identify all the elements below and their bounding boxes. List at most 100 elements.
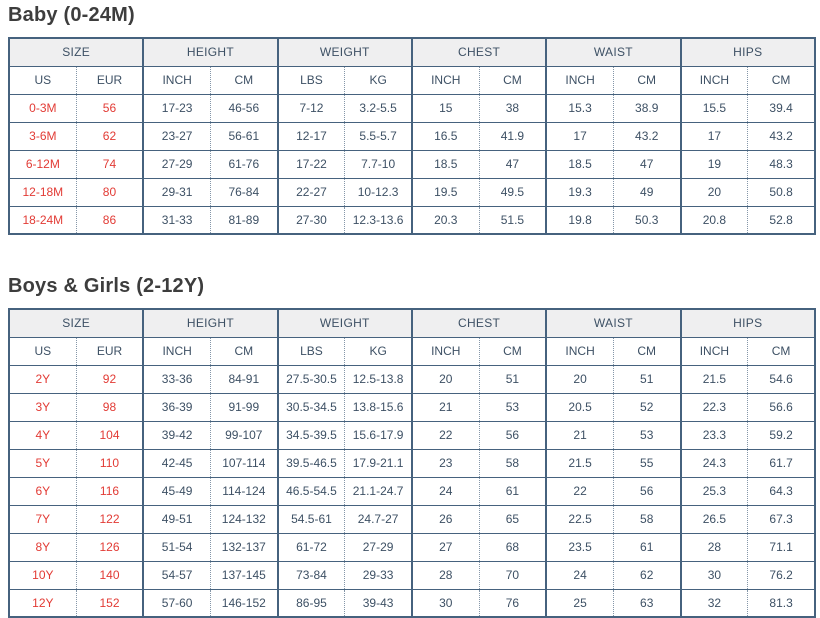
us-cell: 8Y bbox=[9, 532, 77, 561]
kg-cell: 12.5-13.8 bbox=[344, 364, 412, 393]
cm-cell: 52 bbox=[612, 392, 681, 421]
column-group-size: SIZE bbox=[9, 38, 144, 66]
cm-cell: 67.3 bbox=[747, 504, 815, 533]
lbs-cell: 30.5-34.5 bbox=[276, 392, 345, 421]
column-group-waist: WAIST bbox=[545, 38, 681, 66]
column-group-weight: WEIGHT bbox=[276, 309, 412, 337]
cm-cell: 62 bbox=[612, 560, 681, 589]
kg-cell: 17.9-21.1 bbox=[344, 448, 412, 477]
inch-cell: 16.5 bbox=[410, 121, 480, 150]
cm-cell: 107-114 bbox=[209, 448, 278, 477]
inch-cell: 20.5 bbox=[545, 392, 614, 421]
size-row: 3-6M 62 23-27 56-61 12-17 5.5-5.7 16.5 41.9 17 43… bbox=[9, 121, 815, 150]
eur-cell: 116 bbox=[75, 476, 144, 505]
inch-cell: 24.3 bbox=[679, 448, 748, 477]
cm-cell: 68 bbox=[478, 532, 547, 561]
inch-cell: 54-57 bbox=[142, 560, 211, 589]
kg-cell: 5.5-5.7 bbox=[344, 121, 412, 150]
cm-cell: 63 bbox=[612, 588, 681, 617]
unit-header-cm: CM bbox=[478, 65, 547, 94]
lbs-cell: 34.5-39.5 bbox=[276, 420, 345, 449]
inch-cell: 33-36 bbox=[142, 364, 211, 393]
unit-header-inch: INCH bbox=[410, 65, 480, 94]
inch-cell: 31-33 bbox=[142, 205, 211, 234]
eur-cell: 62 bbox=[75, 121, 144, 150]
kg-cell: 7.7-10 bbox=[344, 149, 412, 178]
inch-cell: 24 bbox=[545, 560, 614, 589]
eur-cell: 92 bbox=[75, 364, 144, 393]
kg-cell: 27-29 bbox=[344, 532, 412, 561]
cm-cell: 54.6 bbox=[747, 364, 815, 393]
cm-cell: 50.3 bbox=[612, 205, 681, 234]
inch-cell: 25 bbox=[545, 588, 614, 617]
unit-header-eur: EUR bbox=[75, 65, 144, 94]
us-cell: 6-12M bbox=[9, 149, 77, 178]
cm-cell: 53 bbox=[612, 420, 681, 449]
inch-cell: 21.5 bbox=[545, 448, 614, 477]
unit-header-us: US bbox=[9, 65, 77, 94]
unit-header-inch: INCH bbox=[679, 336, 748, 365]
cm-cell: 48.3 bbox=[747, 149, 815, 178]
inch-cell: 19.3 bbox=[545, 177, 614, 206]
us-cell: 3-6M bbox=[9, 121, 77, 150]
eur-cell: 80 bbox=[75, 177, 144, 206]
inch-cell: 15 bbox=[410, 93, 480, 122]
unit-header-cm: CM bbox=[747, 65, 815, 94]
unit-header-row: US EUR INCH CM LBS KG INCH CM INCH CM INCH CM bbox=[9, 65, 815, 94]
inch-cell: 22.3 bbox=[679, 392, 748, 421]
us-cell: 5Y bbox=[9, 448, 77, 477]
inch-cell: 20.3 bbox=[410, 205, 480, 234]
cm-cell: 55 bbox=[612, 448, 681, 477]
size-row: 8Y 126 51-54 132-137 61-72 27-29 27 68 23.5 61 28 7… bbox=[9, 532, 815, 561]
size-row: 12-18M 80 29-31 76-84 22-27 10-12.3 19.5 49.5 19… bbox=[9, 177, 815, 206]
inch-cell: 45-49 bbox=[142, 476, 211, 505]
eur-cell: 98 bbox=[75, 392, 144, 421]
cm-cell: 38 bbox=[478, 93, 547, 122]
inch-cell: 17 bbox=[679, 121, 748, 150]
cm-cell: 47 bbox=[478, 149, 547, 178]
boys-girls-size-chart-section: Boys & Girls (2-12Y) SIZE HEIGHT WEIGHT CHE… bbox=[8, 273, 816, 618]
inch-cell: 57-60 bbox=[142, 588, 211, 617]
us-cell: 0-3M bbox=[9, 93, 77, 122]
column-group-weight: WEIGHT bbox=[276, 38, 412, 66]
cm-cell: 59.2 bbox=[747, 420, 815, 449]
unit-header-cm: CM bbox=[478, 336, 547, 365]
inch-cell: 28 bbox=[679, 532, 748, 561]
inch-cell: 20 bbox=[679, 177, 748, 206]
eur-cell: 110 bbox=[75, 448, 144, 477]
inch-cell: 21 bbox=[545, 420, 614, 449]
lbs-cell: 46.5-54.5 bbox=[276, 476, 345, 505]
inch-cell: 17 bbox=[545, 121, 614, 150]
cm-cell: 61.7 bbox=[747, 448, 815, 477]
unit-header-cm: CM bbox=[612, 336, 681, 365]
inch-cell: 28 bbox=[410, 560, 480, 589]
size-row: 6Y 116 45-49 114-124 46.5-54.5 21.1-24.7 24 61 2… bbox=[9, 476, 815, 505]
boys-girls-chart-title: Boys & Girls (2-12Y) bbox=[8, 275, 205, 297]
eur-cell: 74 bbox=[75, 149, 144, 178]
cm-cell: 70 bbox=[478, 560, 547, 589]
eur-cell: 104 bbox=[75, 420, 144, 449]
lbs-cell: 7-12 bbox=[276, 93, 345, 122]
cm-cell: 81.3 bbox=[747, 588, 815, 617]
inch-cell: 21 bbox=[410, 392, 480, 421]
inch-cell: 17-23 bbox=[142, 93, 211, 122]
inch-cell: 15.3 bbox=[545, 93, 614, 122]
cm-cell: 65 bbox=[478, 504, 547, 533]
us-cell: 10Y bbox=[9, 560, 77, 589]
unit-header-cm: CM bbox=[209, 336, 278, 365]
inch-cell: 51-54 bbox=[142, 532, 211, 561]
cm-cell: 146-152 bbox=[209, 588, 278, 617]
cm-cell: 56-61 bbox=[209, 121, 278, 150]
unit-header-cm: CM bbox=[209, 65, 278, 94]
size-row: 18-24M 86 31-33 81-89 27-30 12.3-13.6 20.3 51.5… bbox=[9, 205, 815, 234]
inch-cell: 42-45 bbox=[142, 448, 211, 477]
column-group-header-row: SIZE HEIGHT WEIGHT CHEST WAIST HIPS bbox=[9, 309, 815, 337]
inch-cell: 39-42 bbox=[142, 420, 211, 449]
unit-header-inch: INCH bbox=[679, 65, 748, 94]
size-row: 7Y 122 49-51 124-132 54.5-61 24.7-27 26 65 22.5 5… bbox=[9, 504, 815, 533]
baby-size-chart-section: Baby (0-24M) SIZE HEIGHT WEIGHT CHEST WAIST H… bbox=[8, 2, 816, 235]
lbs-cell: 17-22 bbox=[276, 149, 345, 178]
kg-cell: 10-12.3 bbox=[344, 177, 412, 206]
cm-cell: 81-89 bbox=[209, 205, 278, 234]
cm-cell: 99-107 bbox=[209, 420, 278, 449]
